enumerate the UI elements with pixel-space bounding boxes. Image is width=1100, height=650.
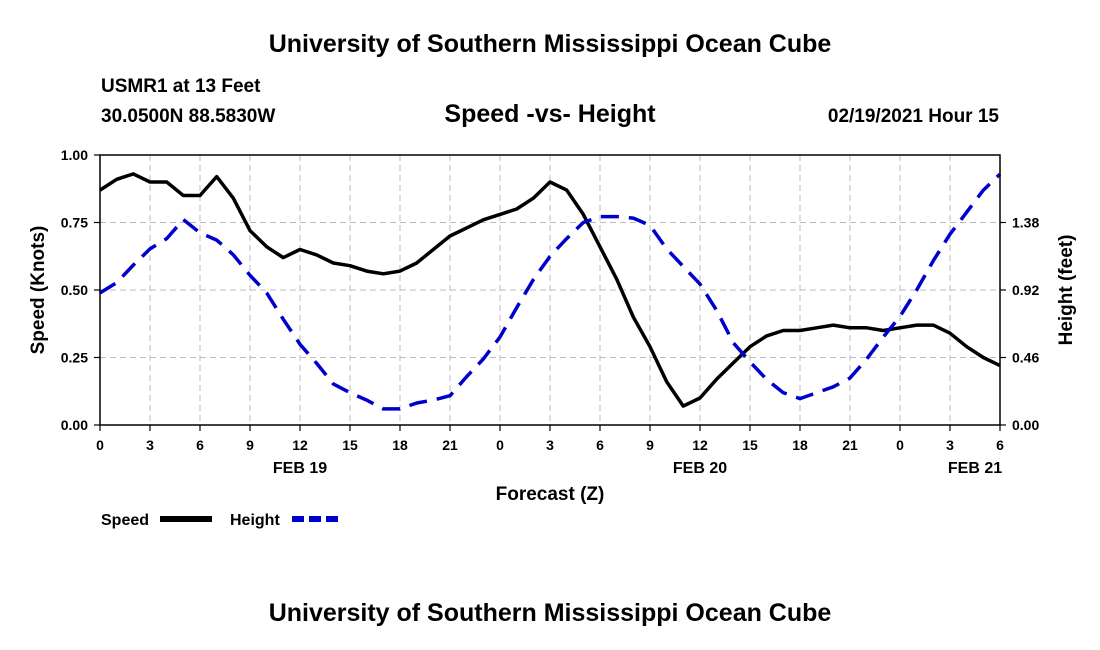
- x-tick-label: 15: [742, 437, 758, 453]
- x-tick-label: 18: [792, 437, 808, 453]
- y2-tick-label: 1.38: [1012, 215, 1039, 231]
- x-tick-label: 18: [392, 437, 408, 453]
- y2-tick-label: 0.00: [1012, 417, 1039, 433]
- grid: [100, 155, 1000, 425]
- x-tick-label: 0: [496, 437, 504, 453]
- x-tick-label: 6: [596, 437, 604, 453]
- forecast-datetime: 02/19/2021 Hour 15: [827, 106, 999, 127]
- station-label: USMR1 at 13 Feet: [101, 76, 261, 97]
- x-tick-label: 0: [896, 437, 904, 453]
- x-tick-label: 3: [546, 437, 554, 453]
- legend: Speed Height: [101, 512, 342, 529]
- x-tick-label: 6: [996, 437, 1004, 453]
- y-tick-label: 0.00: [61, 417, 88, 433]
- x-axis-label: Forecast (Z): [496, 484, 605, 505]
- y-tick-label: 0.75: [61, 215, 88, 231]
- legend-label-speed: Speed: [101, 512, 149, 529]
- axes: 0 3 6 9 12 15 18 21 0 3 6 9 12 15 18 21 0 3 6 0.00 0.25 0.50 0…: [61, 147, 1040, 477]
- x-tick-label: 12: [692, 437, 708, 453]
- footer-title: University of Southern Mississippi Ocean…: [268, 599, 832, 627]
- y-tick-label: 0.50: [61, 282, 88, 298]
- y-axis-label-left: Speed (Knots): [28, 226, 49, 355]
- chart-subtitle: Speed -vs- Height: [444, 100, 656, 128]
- series-layer: [99, 172, 1002, 411]
- x-tick-label: 21: [842, 437, 858, 453]
- x-tick-label: 21: [442, 437, 458, 453]
- page-title: University of Southern Mississippi Ocean…: [268, 30, 832, 58]
- y2-tick-label: 0.46: [1012, 350, 1039, 366]
- y2-tick-label: 0.92: [1012, 282, 1039, 298]
- x-tick-label: 6: [196, 437, 204, 453]
- x-tick-label: 9: [646, 437, 654, 453]
- y-tick-label: 1.00: [61, 147, 88, 163]
- station-coordinates: 30.0500N 88.5830W: [101, 106, 276, 127]
- y-tick-label: 0.25: [61, 350, 88, 366]
- date-label: FEB 19: [273, 460, 327, 477]
- x-tick-label: 12: [292, 437, 308, 453]
- legend-label-height: Height: [230, 512, 280, 529]
- date-label: FEB 20: [673, 460, 727, 477]
- speed-series-line: [99, 172, 1001, 408]
- date-label: FEB 21: [948, 460, 1002, 477]
- x-tick-label: 0: [96, 437, 104, 453]
- x-tick-label: 15: [342, 437, 358, 453]
- height-series-line: [99, 172, 1002, 411]
- x-tick-label: 3: [146, 437, 154, 453]
- x-tick-label: 9: [246, 437, 254, 453]
- x-tick-label: 3: [946, 437, 954, 453]
- y-axis-label-right: Height (feet): [1056, 235, 1077, 346]
